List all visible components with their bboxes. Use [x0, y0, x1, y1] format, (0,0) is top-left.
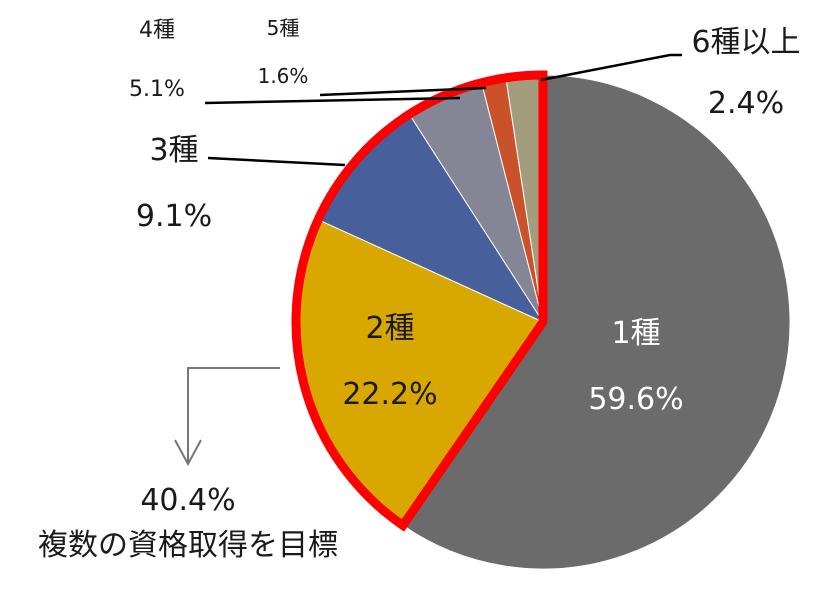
slice-value-2: 22.2% [342, 377, 437, 412]
leader-line-3 [207, 156, 346, 167]
highlight-total-value: 40.4% [140, 483, 235, 518]
slice-label-5: 5種 [267, 16, 300, 40]
leader-line-5 [319, 86, 487, 97]
slice-value-1: 59.6% [588, 382, 683, 417]
pie-slices [295, 74, 791, 570]
highlight-arrow-head [174, 439, 202, 467]
slice-value-6plus: 2.4% [708, 86, 784, 121]
leader-line-4 [204, 96, 461, 105]
slice-label-4: 4種 [139, 18, 175, 43]
slice-value-3: 9.1% [136, 199, 212, 234]
leader-line-6plus [540, 53, 682, 82]
slice-label-6plus: 6種以上 [691, 25, 800, 60]
slice-label-3: 3種 [149, 133, 198, 168]
highlight-caption: 複数の資格取得を目標 [38, 528, 338, 563]
slice-value-4: 5.1% [129, 77, 185, 102]
highlight-arrow-line [187, 367, 280, 462]
slice-label-2: 2種 [365, 311, 414, 346]
slice-label-1: 1種 [611, 316, 660, 351]
slice-value-5: 1.6% [258, 64, 309, 88]
pie-slice-1 [402, 74, 791, 570]
